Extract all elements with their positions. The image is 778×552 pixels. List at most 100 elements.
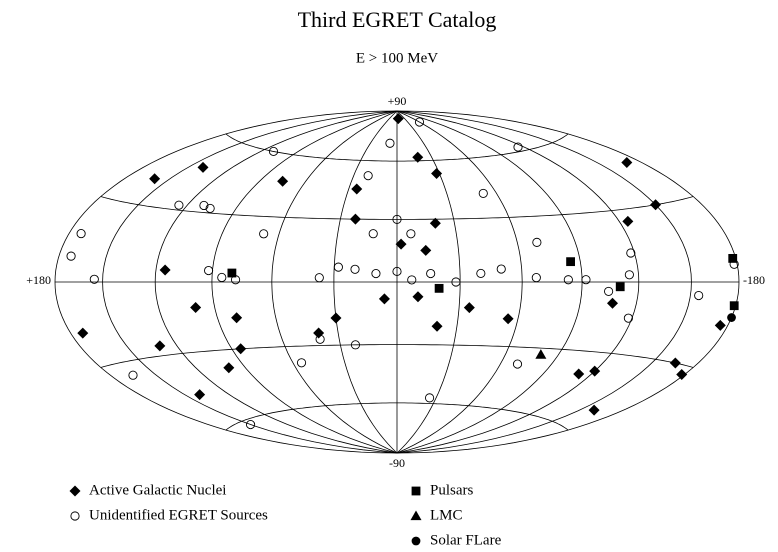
pulsar-marker <box>227 268 237 278</box>
agn-marker <box>277 175 289 187</box>
unidentified-marker <box>424 393 435 403</box>
agn-marker <box>621 157 633 169</box>
unidentified-marker <box>350 264 360 274</box>
agn-marker <box>589 365 601 377</box>
parallel <box>100 196 694 220</box>
unidentified-marker <box>604 286 614 296</box>
solar-flare-marker <box>727 313 736 322</box>
pulsar-marker <box>728 254 738 263</box>
legend-label: Unidentified EGRET Sources <box>89 507 268 523</box>
agn-marker <box>149 173 161 185</box>
agn-marker <box>573 368 585 380</box>
unidentified-marker <box>392 214 402 224</box>
pulsar-marker <box>434 283 444 293</box>
agn-marker <box>313 327 325 339</box>
unidentified-marker <box>89 274 99 284</box>
sources <box>66 113 739 430</box>
unidentified-marker <box>217 272 227 283</box>
legend-label: Solar FLare <box>430 532 502 548</box>
chart-title: Third EGRET Catalog <box>298 7 497 32</box>
unidentified-marker <box>406 229 416 239</box>
unidentified-marker <box>315 334 325 344</box>
parallel <box>100 344 694 368</box>
agn-marker <box>420 244 432 256</box>
agn-marker <box>378 293 390 305</box>
agn-marker <box>223 362 235 374</box>
agn-marker <box>395 238 407 250</box>
unidentified-marker <box>392 266 402 277</box>
unidentified-marker <box>532 237 542 247</box>
agn-marker <box>351 183 363 195</box>
unidentified-marker <box>694 290 704 301</box>
unidentified-marker <box>581 275 591 285</box>
legend-symbol <box>411 536 421 546</box>
unidentified-marker <box>245 419 256 430</box>
pulsar-marker <box>729 301 739 311</box>
unidentified-marker <box>128 370 138 380</box>
unidentified-marker <box>385 138 395 148</box>
unidentified-marker <box>350 340 361 350</box>
agn-marker <box>431 320 443 332</box>
legend-label: Pulsars <box>430 482 474 498</box>
unidentified-marker <box>407 275 417 285</box>
unidentified-marker <box>496 264 506 274</box>
unidentified-marker <box>76 229 86 239</box>
agn-marker <box>650 199 662 211</box>
agn-marker <box>194 389 206 401</box>
x-tick-label: -180 <box>743 273 765 287</box>
unidentified-marker <box>624 270 634 280</box>
agn-marker <box>676 368 688 380</box>
x-tick-label: +180 <box>26 273 51 287</box>
agn-marker <box>502 313 514 325</box>
agn-marker <box>197 161 209 173</box>
unidentified-marker <box>174 200 184 210</box>
legend: Active Galactic Nuclei Unidentified EGRET… <box>69 482 502 548</box>
unidentified-marker <box>531 273 541 283</box>
lmc-marker <box>535 349 547 359</box>
agn-marker <box>412 151 424 163</box>
unidentified-marker <box>626 248 636 258</box>
unidentified-marker <box>513 142 523 152</box>
agn-marker <box>429 217 441 229</box>
unidentified-marker <box>512 359 523 369</box>
unidentified-marker <box>333 262 343 272</box>
agn-marker <box>330 312 342 324</box>
legend-symbol <box>70 511 80 521</box>
y-tick-label: +90 <box>388 94 407 108</box>
unidentified-marker <box>563 275 573 285</box>
agn-marker <box>588 404 600 416</box>
pulsar-marker <box>615 282 625 292</box>
agn-marker <box>463 302 475 314</box>
agn-marker <box>190 302 202 314</box>
unidentified-marker <box>371 268 381 279</box>
agn-marker <box>77 327 89 339</box>
agn-marker <box>231 312 243 324</box>
agn-marker <box>622 215 634 227</box>
legend-label: LMC <box>430 507 463 523</box>
agn-marker <box>154 340 166 352</box>
unidentified-marker <box>268 146 279 157</box>
parallel <box>225 402 569 431</box>
unidentified-marker <box>314 273 324 283</box>
unidentified-marker <box>66 251 76 261</box>
unidentified-marker <box>623 313 633 323</box>
agn-marker <box>607 297 619 309</box>
unidentified-marker <box>199 200 209 211</box>
pulsar-marker <box>566 257 575 267</box>
unidentified-marker <box>451 277 461 287</box>
legend-symbol <box>411 486 421 496</box>
agn-marker <box>669 357 681 369</box>
agn-marker <box>714 319 726 331</box>
unidentified-marker <box>476 268 486 279</box>
y-tick-label: -90 <box>389 456 405 470</box>
unidentified-marker <box>296 358 307 368</box>
legend-symbol <box>69 485 81 497</box>
agn-marker <box>431 167 443 179</box>
agn-marker <box>159 264 171 276</box>
grid <box>54 110 740 454</box>
legend-symbol <box>410 510 422 521</box>
unidentified-marker <box>414 117 425 127</box>
agn-marker <box>235 343 247 355</box>
legend-label: Active Galactic Nuclei <box>89 482 226 498</box>
